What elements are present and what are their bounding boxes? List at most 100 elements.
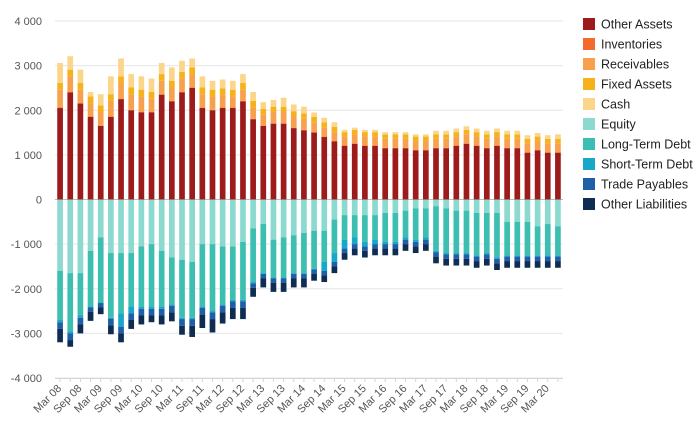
bar-equity (341, 199, 348, 216)
bar-cash (534, 133, 541, 137)
bar-fixed-assets (57, 83, 63, 90)
bar-short-term-debt (311, 268, 317, 270)
bar-long-term-debt (463, 210, 470, 254)
bar-short-term-debt (77, 315, 84, 318)
bar-receivables (473, 136, 480, 146)
bar-cash (544, 135, 551, 139)
legend-label-receivables: Receivables (601, 58, 669, 72)
bar-receivables (67, 76, 74, 92)
bar-cash (229, 80, 236, 90)
bar-short-term-debt (128, 306, 135, 314)
bar-long-term-debt (67, 273, 74, 332)
bar-cash (260, 102, 267, 109)
bar-other-liabilities (260, 278, 267, 288)
bar-trade-payables (97, 303, 104, 308)
bar-other-liabilities (57, 328, 63, 343)
bar-trade-payables (148, 308, 155, 316)
bar-cash (443, 130, 450, 135)
bar-long-term-debt (87, 250, 94, 307)
bar-short-term-debt (240, 299, 246, 302)
bar-short-term-debt (189, 317, 196, 320)
bar-cash (199, 76, 206, 88)
bar-other-assets (504, 148, 510, 200)
bar-fixed-assets (179, 71, 185, 79)
bar-cash (423, 134, 429, 137)
bar-fixed-assets (514, 134, 521, 139)
bar-short-term-debt (341, 239, 348, 249)
bar-cash (504, 130, 510, 135)
bar-long-term-debt (179, 259, 185, 318)
bar-short-term-debt (412, 239, 419, 242)
bar-fixed-assets (169, 80, 175, 88)
bar-equity (473, 199, 480, 213)
bar-cash (351, 127, 358, 130)
legend-label-equity: Equity (601, 118, 636, 132)
bar-equity (555, 199, 561, 227)
legend-swatch-fixed-assets (583, 78, 595, 90)
bar-other-assets (443, 148, 450, 200)
y-tick-label: -3 000 (11, 328, 42, 340)
bar-other-assets (179, 92, 185, 200)
bar-cash (138, 76, 145, 90)
bar-short-term-debt (463, 253, 470, 255)
bar-cash (463, 126, 470, 130)
bar-trade-payables (362, 246, 368, 251)
bar-equity (108, 199, 114, 254)
bar-other-liabilities (453, 258, 460, 266)
bar-receivables (524, 143, 531, 153)
bar-equity (250, 199, 256, 229)
bar-long-term-debt (392, 212, 399, 242)
bar-cash (169, 67, 175, 81)
bar-other-liabilities (433, 256, 439, 264)
bar-receivables (463, 134, 470, 144)
bar-equity (97, 199, 104, 238)
bar-long-term-debt (423, 208, 429, 238)
bar-cash (453, 128, 460, 133)
bar-cash (250, 91, 256, 101)
bar-cash (128, 74, 135, 88)
bar-trade-payables (453, 254, 460, 259)
bar-short-term-debt (209, 311, 216, 313)
bar-equity (128, 199, 135, 254)
bar-long-term-debt (372, 215, 378, 240)
bar-short-term-debt (158, 306, 165, 309)
bar-short-term-debt (534, 255, 541, 257)
bar-other-liabilities (128, 319, 135, 329)
bar-cash (148, 78, 155, 92)
bar-other-liabilities (321, 275, 328, 283)
bar-equity (412, 199, 419, 209)
bar-trade-payables (524, 256, 531, 262)
bar-receivables (209, 96, 216, 110)
bar-other-liabilities (412, 246, 419, 254)
bar-long-term-debt (524, 221, 531, 256)
bar-equity (463, 199, 470, 211)
bar-receivables (169, 87, 175, 101)
bar-trade-payables (57, 322, 63, 329)
bar-other-assets (57, 108, 63, 200)
bar-fixed-assets (504, 134, 510, 139)
bar-equity (372, 199, 378, 216)
bar-other-liabilities (463, 258, 470, 266)
bar-receivables (240, 89, 246, 101)
bar-trade-payables (240, 301, 246, 308)
bar-long-term-debt (169, 257, 175, 305)
bar-short-term-debt (301, 273, 307, 275)
bar-fixed-assets (290, 111, 297, 117)
bar-short-term-debt (331, 253, 338, 262)
bar-other-assets (341, 145, 348, 200)
bar-fixed-assets (483, 134, 490, 139)
legend-swatch-short-term-debt (583, 158, 595, 170)
bar-trade-payables (443, 254, 450, 259)
bar-cash (280, 97, 287, 107)
bar-other-liabilities (402, 244, 409, 251)
bar-fixed-assets (402, 134, 409, 139)
bar-trade-payables (250, 283, 256, 288)
bar-other-assets (544, 152, 551, 200)
bar-long-term-debt (534, 226, 541, 256)
bar-other-assets (128, 110, 135, 200)
bar-other-liabilities (209, 319, 216, 333)
y-tick-label: 4 000 (14, 16, 42, 28)
bar-cash (555, 134, 561, 139)
bar-trade-payables (402, 239, 409, 245)
bar-short-term-debt (179, 317, 185, 320)
